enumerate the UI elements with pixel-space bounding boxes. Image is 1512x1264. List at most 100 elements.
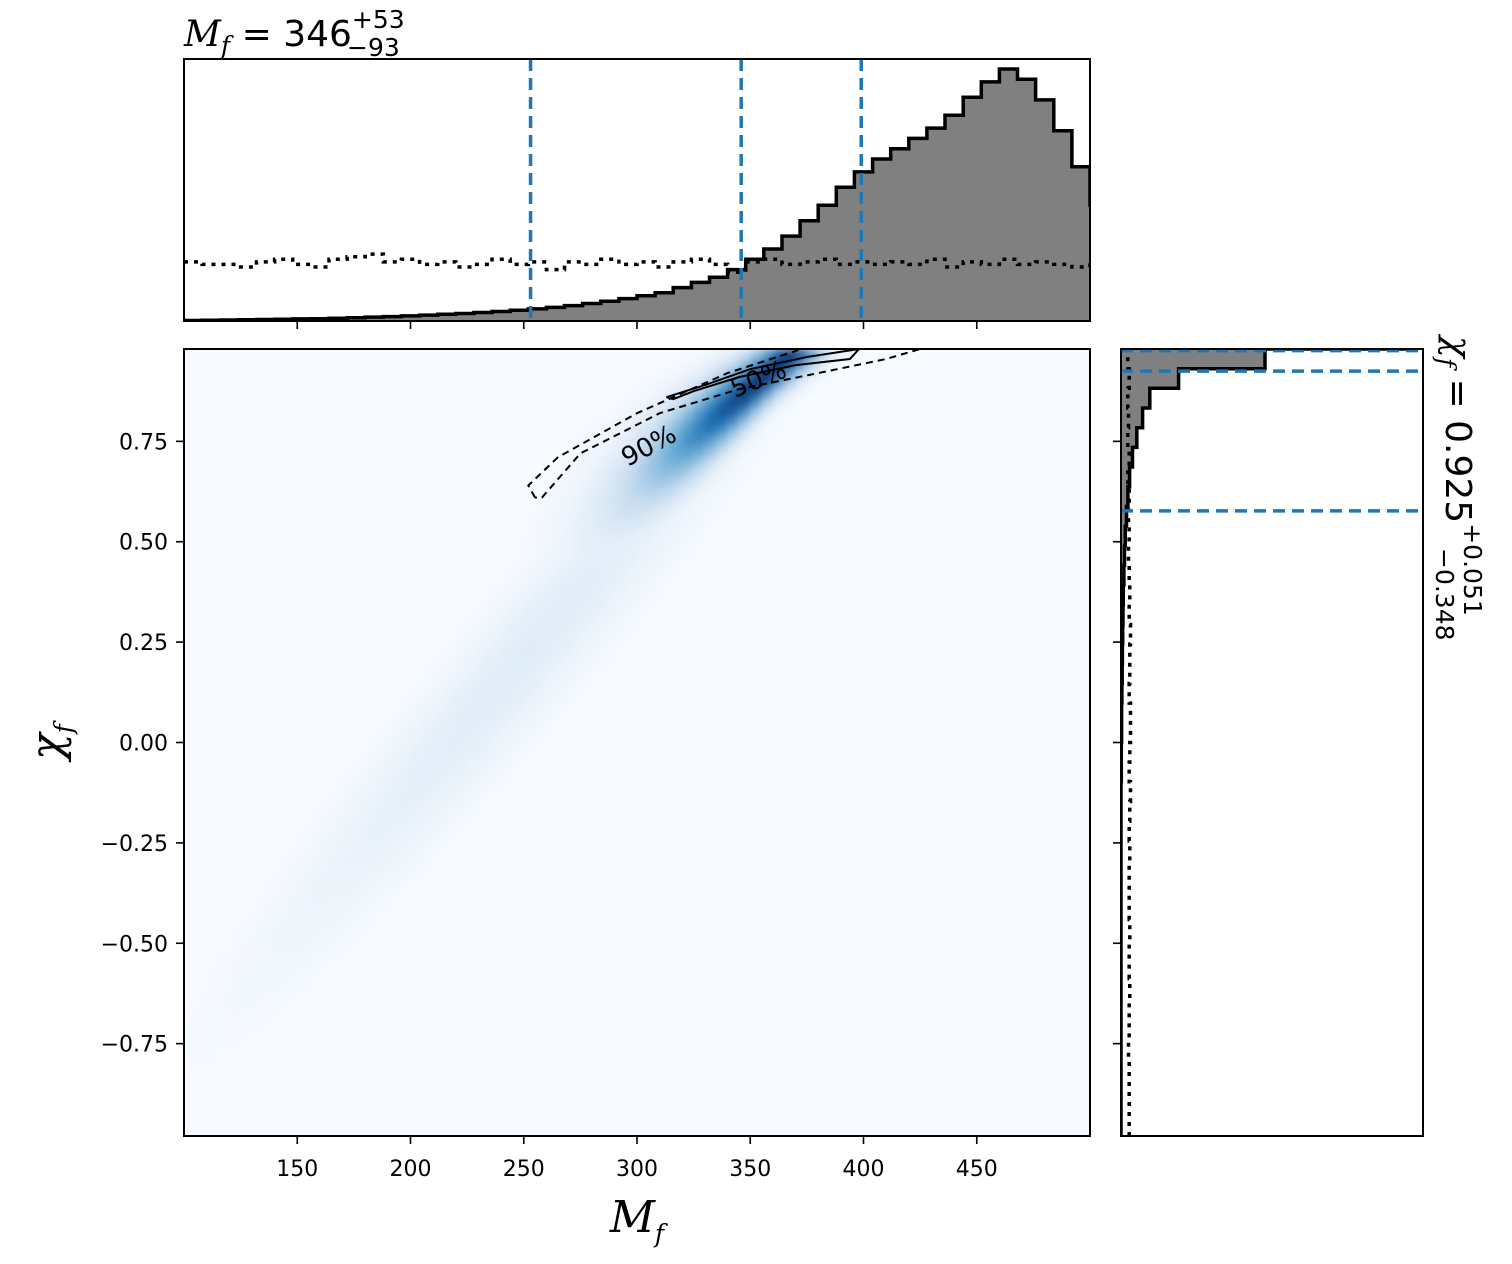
density-cell xyxy=(614,457,627,468)
density-cell xyxy=(251,988,264,999)
density-cell xyxy=(251,968,264,980)
density-cell xyxy=(614,506,627,517)
density-cell xyxy=(591,427,604,439)
density-cell xyxy=(184,1047,196,1058)
density-cell xyxy=(263,949,276,960)
density-cell xyxy=(331,929,344,940)
density-cell xyxy=(217,1017,230,1029)
density-cell xyxy=(478,673,491,685)
density-cell xyxy=(625,496,638,507)
density-cell xyxy=(727,368,740,380)
density-cell xyxy=(229,988,242,999)
density-cell xyxy=(478,752,491,763)
density-cell xyxy=(625,427,638,439)
density-cell xyxy=(772,417,785,429)
y-tick-label: −0.50 xyxy=(101,932,168,957)
density-cell xyxy=(591,604,604,616)
density-cell xyxy=(217,998,230,1009)
density-cell xyxy=(512,752,525,763)
density-cell xyxy=(240,939,253,950)
density-cell xyxy=(331,880,344,891)
density-cell xyxy=(501,614,514,626)
density-cell xyxy=(727,417,740,429)
density-cell xyxy=(478,624,491,635)
density-cell xyxy=(546,712,559,724)
density-cell xyxy=(716,358,729,370)
density-cell xyxy=(467,614,480,626)
density-cell xyxy=(489,653,502,665)
density-cell xyxy=(569,644,581,655)
density-cell xyxy=(478,693,491,704)
density-cell xyxy=(682,378,695,389)
density-cell xyxy=(285,909,298,921)
density-cell xyxy=(591,447,604,458)
density-cell xyxy=(421,722,434,734)
density-cell xyxy=(444,693,457,704)
density-cell xyxy=(365,791,378,803)
density-cell xyxy=(535,712,547,724)
density-cell xyxy=(467,712,480,724)
x-tick-label: 400 xyxy=(843,1157,885,1182)
density-cell xyxy=(399,791,412,803)
density-cell xyxy=(229,949,242,960)
density-cell xyxy=(625,585,638,596)
x-tick-label: 250 xyxy=(503,1157,545,1182)
density-cell xyxy=(251,1017,264,1029)
density-cell xyxy=(421,663,434,675)
density-cell xyxy=(523,732,536,744)
density-cell xyxy=(682,437,695,448)
density-cell xyxy=(501,644,514,655)
density-cell xyxy=(693,427,706,439)
density-cell xyxy=(580,673,593,685)
density-cell xyxy=(637,575,649,586)
density-cell xyxy=(625,437,638,448)
density-cell xyxy=(331,781,344,793)
density-cell xyxy=(319,958,332,970)
density-cell xyxy=(206,998,219,1009)
density-cell xyxy=(376,742,389,753)
density-cell xyxy=(512,732,525,744)
density-cell xyxy=(535,644,547,655)
density-cell xyxy=(342,840,355,852)
density-cell xyxy=(625,398,638,409)
density-cell xyxy=(489,712,502,724)
density-cell xyxy=(637,516,649,527)
density-cell xyxy=(217,949,230,960)
density-cell xyxy=(297,919,310,931)
density-cell xyxy=(433,752,446,763)
density-cell xyxy=(410,801,423,812)
density-cell xyxy=(433,791,446,803)
density-cell xyxy=(580,457,593,468)
density-cell xyxy=(399,860,412,871)
density-cell xyxy=(353,880,366,891)
density-cell xyxy=(387,722,400,734)
density-cell xyxy=(738,368,751,380)
density-cell xyxy=(421,673,434,685)
density-cell xyxy=(546,486,559,498)
density-cell xyxy=(387,899,400,911)
density-cell xyxy=(467,683,480,694)
density-cell xyxy=(659,388,672,399)
right-hist xyxy=(1121,349,1423,1136)
density-cell xyxy=(501,604,514,616)
density-cell xyxy=(523,555,536,567)
density-cell xyxy=(229,978,242,990)
x-tick-label: 200 xyxy=(390,1157,432,1182)
density-cell xyxy=(478,663,491,675)
density-cell xyxy=(580,545,593,557)
density-cell xyxy=(285,929,298,940)
density-cell xyxy=(637,457,649,468)
density-cell xyxy=(297,968,310,980)
density-cell xyxy=(217,978,230,990)
density-cell xyxy=(331,860,344,871)
contour-50pct xyxy=(666,349,861,401)
density-cell xyxy=(353,850,366,862)
density-cell xyxy=(376,791,389,803)
x-tick-label: 350 xyxy=(729,1157,771,1182)
density-cell xyxy=(580,604,593,616)
density-cell xyxy=(297,899,310,911)
density-cell xyxy=(659,427,672,439)
density-cell xyxy=(625,457,638,468)
density-cell xyxy=(410,811,423,822)
density-cell xyxy=(806,349,819,360)
